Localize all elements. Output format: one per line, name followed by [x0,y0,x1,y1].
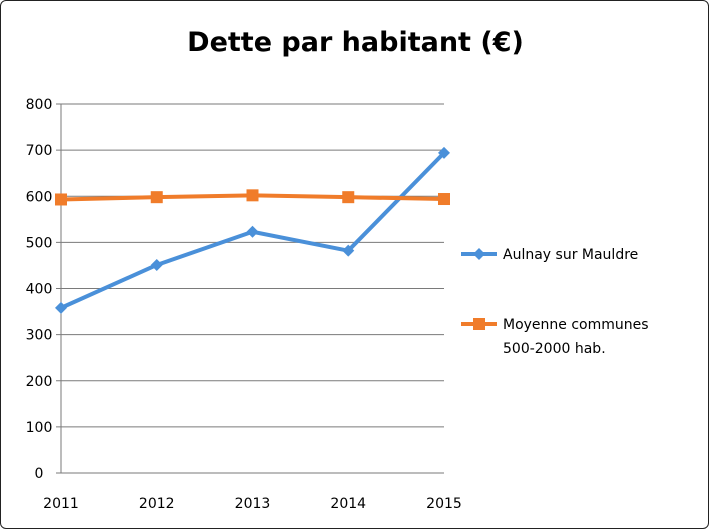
x-tick-label: 2015 [426,496,462,512]
y-tick-label: 500 [26,235,53,251]
legend-marker [473,248,485,260]
series-1-point [342,244,355,257]
x-tick-label: 2011 [43,496,79,512]
legend-marker [473,318,485,330]
y-tick-label: 700 [26,143,53,159]
y-tick-label: 800 [26,97,53,113]
series-2-point [342,191,355,204]
y-tick-label: 200 [26,374,53,390]
x-tick-label: 2013 [235,496,271,512]
x-tick-label: 2014 [330,496,366,512]
chart-title: Dette par habitant (€) [187,27,524,58]
legend-label: Moyenne communes [503,317,649,333]
series-1-point [246,225,259,238]
series-2-point [55,193,67,206]
y-tick-label: 100 [26,420,53,436]
legend-label: Aulnay sur Mauldre [503,247,638,263]
series-2-point [150,191,163,204]
y-tick-label: 400 [26,282,53,298]
x-tick-label: 2012 [139,496,175,512]
legend-label: 500-2000 hab. [503,341,606,357]
y-tick-label: 300 [26,328,53,344]
series-1-point [438,146,450,159]
series-2-point [246,189,259,202]
series-1-point [55,301,67,314]
y-tick-label: 600 [26,189,53,205]
y-tick-label: 0 [35,466,44,482]
series-2-point [438,193,450,206]
series-1-point [150,258,163,271]
